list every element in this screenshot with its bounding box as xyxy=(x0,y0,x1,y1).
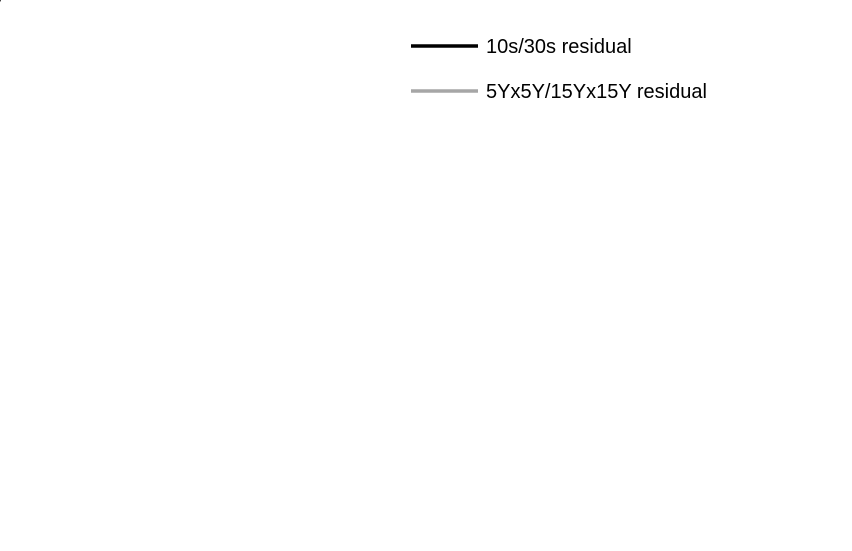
x-tick-label: Mar 24 xyxy=(0,0,33,5)
x-tick-label: Jul 24 xyxy=(0,0,28,5)
x-tick-label: May 24 xyxy=(0,0,35,5)
x-tick-label: Sep 23 xyxy=(0,0,33,5)
x-tick-label: Sep 24 xyxy=(0,0,34,5)
x-tick-label: Jan 24 xyxy=(0,0,32,5)
legend-label: 10s/30s residual xyxy=(486,36,632,58)
x-tick-label: Nov 23 xyxy=(0,0,33,5)
legend-label: 5Yx5Y/15Yx15Y residual xyxy=(486,81,707,103)
